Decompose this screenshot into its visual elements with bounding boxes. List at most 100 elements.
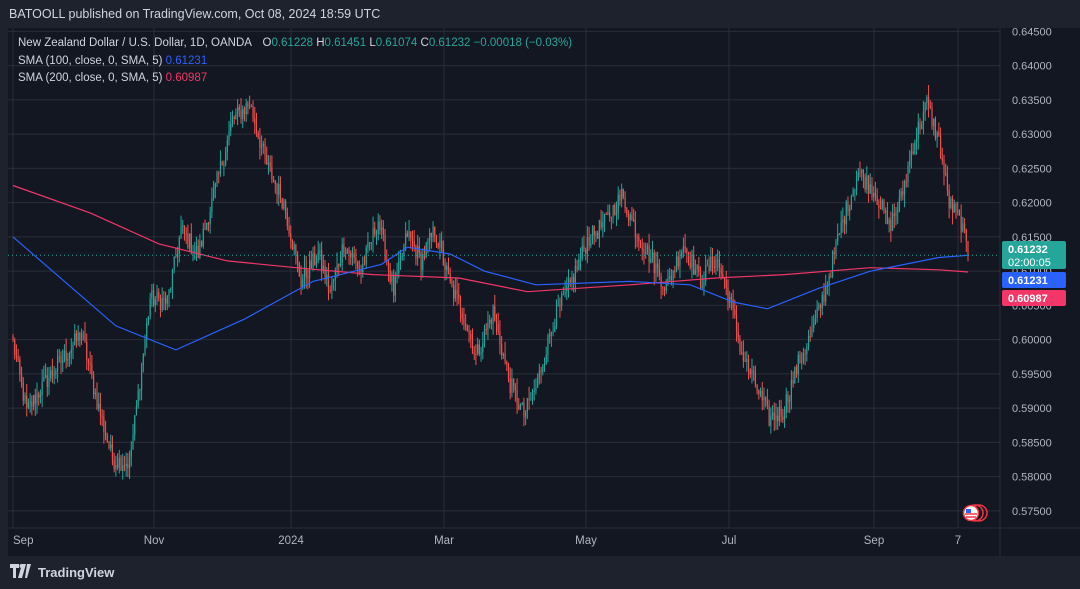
sma100-label[interactable]: SMA (100, close, 0, SMA, 5) <box>18 54 163 67</box>
y-tick-label: 0.60000 <box>1012 335 1052 347</box>
candle-body <box>439 240 441 248</box>
candle-body <box>329 290 331 292</box>
candle-body <box>80 334 83 341</box>
candle-body <box>843 219 846 225</box>
candle-body <box>591 225 594 244</box>
candle-body <box>190 233 192 253</box>
candle-body <box>771 412 774 416</box>
candle-body <box>708 265 710 271</box>
candle-body <box>463 318 465 324</box>
candle-body <box>518 404 520 410</box>
candle-body <box>149 298 151 317</box>
candle-body <box>441 240 443 249</box>
sma200-label[interactable]: SMA (200, close, 0, SMA, 5) <box>18 72 163 84</box>
candle-body <box>168 289 170 297</box>
candle-body <box>955 203 957 212</box>
candle-body <box>723 278 726 281</box>
candle-body <box>717 259 719 261</box>
candle-body <box>737 332 739 339</box>
candle-body <box>489 319 491 323</box>
candle-body <box>334 269 336 280</box>
candle-body <box>531 391 534 400</box>
candle-body <box>953 203 955 213</box>
candle-body <box>302 279 304 287</box>
candle-body <box>12 335 14 341</box>
candle-body <box>41 381 43 396</box>
candle-body <box>453 284 455 299</box>
candle-body <box>128 457 131 468</box>
candle-body <box>63 350 66 361</box>
y-tick-label: 0.64000 <box>1012 61 1052 73</box>
candle-body <box>533 390 535 392</box>
tradingview-brand[interactable]: TradingView <box>10 564 114 581</box>
candle-body <box>288 226 290 234</box>
sma100-row[interactable]: SMA (100, close, 0, SMA, 5) 0.61231 <box>18 53 572 71</box>
candle-body <box>303 267 306 280</box>
candle-body <box>831 252 834 277</box>
candle-body <box>298 261 300 277</box>
candle-body <box>674 270 676 272</box>
sma200-row[interactable]: SMA (200, close, 0, SMA, 5) 0.60987 <box>18 70 572 88</box>
candle-body <box>225 152 227 165</box>
candle-body <box>408 231 410 238</box>
price-countdown-text: 02:00:05 <box>1008 257 1051 269</box>
candle-body <box>269 162 271 167</box>
candle-body <box>526 398 528 412</box>
candle-body <box>603 213 606 223</box>
y-tick-label: 0.58000 <box>1012 472 1052 484</box>
candle-body <box>895 212 897 216</box>
candle-body <box>540 370 542 373</box>
candle-body <box>285 200 287 213</box>
candle-body <box>718 259 720 268</box>
candle-body <box>818 305 820 308</box>
candle-body <box>348 249 350 253</box>
candle-body <box>70 349 72 354</box>
candle-body <box>816 307 818 318</box>
candle-body <box>48 377 50 388</box>
candle-body <box>363 264 366 266</box>
candle-body <box>950 198 952 209</box>
candle-body <box>252 105 254 119</box>
candle-body <box>183 225 186 234</box>
candle-body <box>845 201 847 225</box>
price-label-box <box>1002 290 1066 306</box>
candle-body <box>257 132 259 138</box>
sma100-line <box>12 236 969 351</box>
candle-body <box>417 246 419 259</box>
candle-body <box>693 254 695 275</box>
close-value: 0.61232 <box>428 37 471 49</box>
candle-body <box>468 330 470 334</box>
candle-body <box>504 353 506 362</box>
y-tick-label: 0.62000 <box>1012 198 1052 210</box>
candle-body <box>523 402 525 417</box>
candle-body <box>15 355 18 358</box>
candle-body <box>639 241 642 248</box>
candle-body <box>801 361 803 363</box>
candle-body <box>552 332 554 334</box>
candle-body <box>161 298 163 310</box>
candle-body <box>657 263 659 268</box>
candle-body <box>898 197 901 211</box>
candle-body <box>694 269 696 275</box>
candle-body <box>597 232 599 239</box>
candle-body <box>689 263 691 268</box>
chart-pane[interactable]: 0.64500 0.64000 0.63500 0.63000 0.62500 0.620… <box>8 28 1080 556</box>
candle-body <box>878 204 880 208</box>
symbol-name[interactable]: New Zealand Dollar / U.S. Dollar, 1D, OA… <box>18 37 252 49</box>
candle-body <box>271 166 273 180</box>
candle-body <box>331 281 333 292</box>
candle-body <box>142 354 144 367</box>
candle-body <box>641 247 643 250</box>
candle-body <box>770 415 772 426</box>
candle-body <box>598 220 600 239</box>
price-chart[interactable]: 0.64500 0.64000 0.63500 0.63000 0.62500 0.620… <box>8 28 1080 556</box>
candle-body <box>965 229 967 242</box>
candle-body <box>854 190 856 192</box>
candle-body <box>140 366 143 390</box>
candle-body <box>910 151 913 161</box>
candle-body <box>756 384 758 391</box>
candle-body <box>921 124 923 130</box>
candle-body <box>219 161 222 174</box>
symbol-row[interactable]: New Zealand Dollar / U.S. Dollar, 1D, OA… <box>18 35 572 53</box>
candle-body <box>209 211 211 225</box>
